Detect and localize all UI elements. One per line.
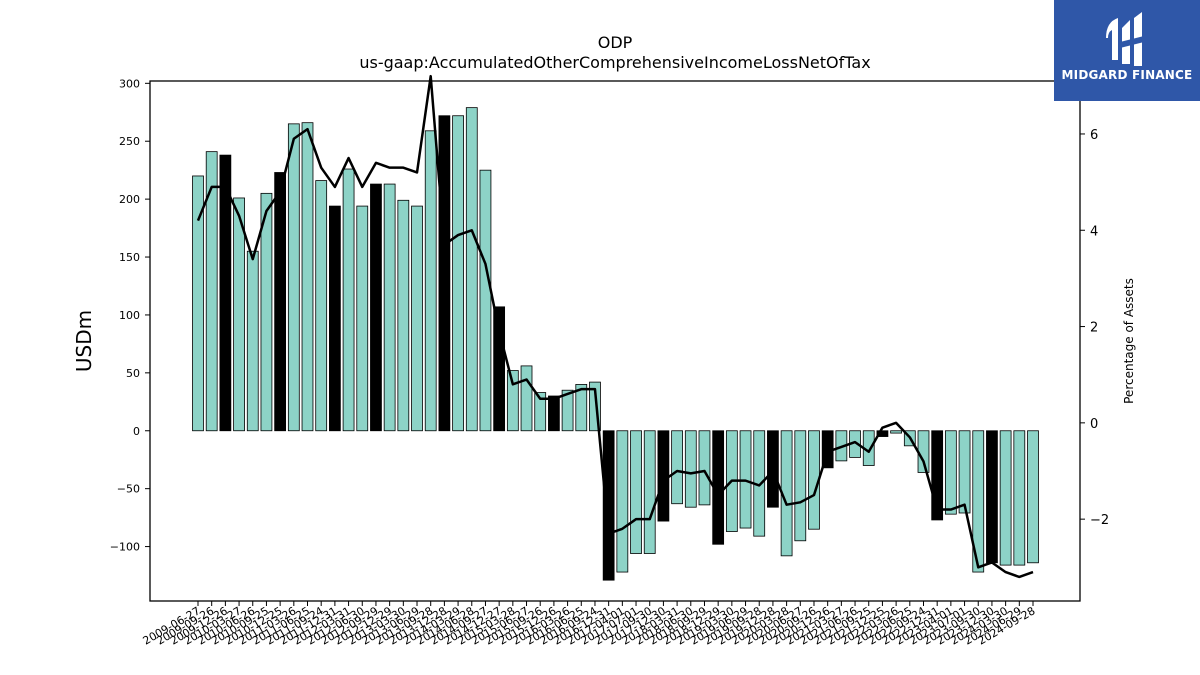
- y-tick-label: 50: [126, 367, 140, 380]
- bar: [315, 180, 328, 432]
- plot-frame: [149, 80, 1081, 602]
- y2-tick-label: 4: [1090, 224, 1098, 239]
- bar: [931, 430, 944, 521]
- line-group: [196, 74, 1034, 579]
- brand-logo: MIDGARD FINANCE: [1054, 0, 1200, 101]
- y-tick-label: −50: [117, 483, 140, 496]
- y-tick-label: 0: [133, 425, 140, 438]
- bar: [287, 123, 300, 432]
- bar: [999, 430, 1012, 566]
- bar: [274, 172, 287, 432]
- y-tick-label: 100: [119, 309, 140, 322]
- bar: [233, 197, 245, 432]
- bar: [411, 205, 423, 432]
- x-axis-ticks: 2009-06-272009-09-262009-12-262010-03-27…: [141, 601, 1038, 648]
- y2-axis-ticks: −2 0 2 4 6: [1080, 128, 1109, 528]
- bar: [1013, 430, 1026, 566]
- y2-tick-label: 2: [1090, 321, 1098, 336]
- bar: [767, 430, 779, 508]
- chart-subtitle: us-gaap:AccumulatedOtherComprehensiveInc…: [359, 53, 870, 72]
- bar: [219, 154, 232, 432]
- bar: [561, 389, 574, 432]
- bar: [424, 130, 437, 432]
- bar: [548, 395, 560, 432]
- bar: [383, 183, 396, 432]
- bar: [506, 370, 519, 432]
- bar: [438, 115, 451, 432]
- y2-tick-label: 0: [1090, 417, 1098, 432]
- bar: [1027, 430, 1039, 564]
- y-tick-label: 200: [119, 193, 140, 206]
- bar: [876, 430, 889, 437]
- series-line: [196, 74, 1034, 579]
- bar: [205, 151, 218, 432]
- bar-group: [192, 107, 1039, 581]
- bar: [520, 365, 533, 432]
- bar: [246, 250, 259, 432]
- bar: [493, 306, 506, 432]
- bar: [890, 430, 902, 434]
- bar: [917, 430, 930, 473]
- bar: [986, 430, 998, 564]
- bar: [301, 122, 314, 432]
- bar: [356, 205, 369, 432]
- bar: [397, 199, 410, 432]
- logo-mark-icon: [1106, 12, 1144, 66]
- bar: [192, 175, 204, 432]
- bar: [329, 205, 341, 432]
- chart-title: ODP: [598, 33, 633, 52]
- bar: [671, 430, 683, 505]
- bar: [684, 430, 697, 508]
- bar: [630, 430, 642, 554]
- bar: [479, 169, 492, 432]
- bar: [589, 381, 601, 432]
- y-tick-label: 250: [119, 135, 140, 148]
- y-axis-ticks: −100 −50 0 50 100 150 200 250 300: [110, 77, 150, 554]
- bar: [452, 115, 464, 432]
- bar: [534, 392, 547, 432]
- bar: [465, 107, 478, 432]
- y-tick-label: 150: [119, 251, 140, 264]
- bar: [643, 430, 656, 554]
- y2-tick-label: 6: [1090, 128, 1098, 143]
- bar: [958, 430, 971, 514]
- bar: [794, 430, 807, 542]
- bar: [698, 430, 711, 506]
- bar: [602, 430, 615, 581]
- y-axis-label: USDm: [72, 310, 96, 372]
- bar: [260, 192, 273, 432]
- y-tick-label: −100: [110, 541, 140, 554]
- bar: [342, 168, 355, 432]
- y2-tick-label: −2: [1090, 513, 1109, 528]
- y-tick-label: 300: [119, 77, 140, 90]
- bar: [616, 430, 629, 573]
- bar: [944, 430, 957, 515]
- logo-text: MIDGARD FINANCE: [1061, 68, 1193, 82]
- bar: [657, 430, 670, 522]
- y2-axis-label: Percentage of Assets: [1122, 278, 1136, 404]
- bar: [575, 384, 588, 432]
- bar: [972, 430, 985, 573]
- bar: [370, 183, 382, 432]
